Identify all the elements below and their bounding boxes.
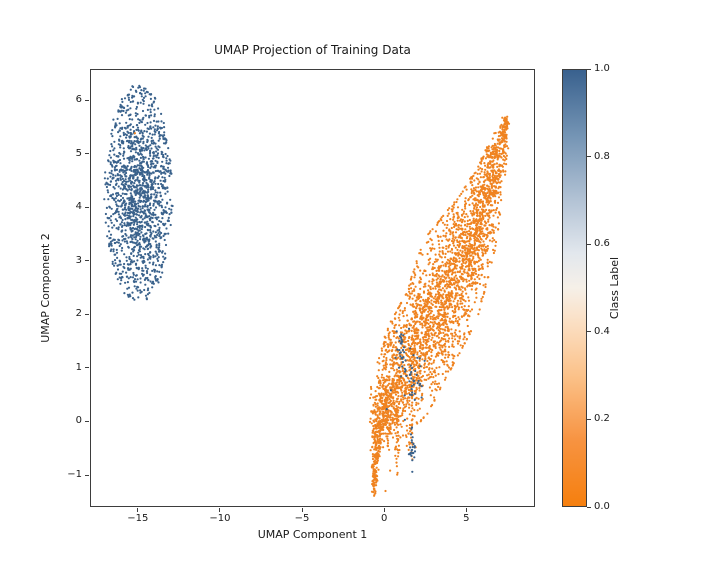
colorbar-tick-label: 0.2 bbox=[594, 413, 610, 425]
colorbar-tick-label: 0.4 bbox=[594, 325, 610, 337]
y-tick-label: 6 bbox=[75, 94, 82, 106]
y-axis-label: UMAP Component 2 bbox=[38, 233, 52, 343]
x-tick bbox=[219, 508, 221, 512]
x-tick-label: −5 bbox=[294, 513, 310, 524]
x-tick-label: 0 bbox=[380, 513, 388, 524]
x-tick-label: −15 bbox=[127, 513, 149, 524]
colorbar-tick bbox=[587, 68, 591, 70]
y-tick-label: −1 bbox=[67, 469, 82, 480]
y-tick bbox=[85, 260, 89, 262]
colorbar-label: Class Label bbox=[607, 256, 621, 320]
x-tick bbox=[383, 508, 385, 512]
y-tick bbox=[85, 367, 89, 369]
colorbar-tick-label: 0.6 bbox=[594, 238, 610, 250]
x-tick-label: −10 bbox=[209, 513, 231, 524]
colorbar bbox=[562, 69, 587, 507]
scatter-points bbox=[103, 84, 511, 497]
y-tick-label: 3 bbox=[75, 254, 82, 266]
y-tick-label: 1 bbox=[75, 361, 82, 373]
y-tick-label: 2 bbox=[75, 308, 82, 320]
colorbar-tick-label: 0.0 bbox=[594, 501, 610, 512]
colorbar-tick-label: 1.0 bbox=[594, 63, 610, 74]
x-tick bbox=[137, 508, 139, 512]
plot-title: UMAP Projection of Training Data bbox=[214, 43, 411, 57]
y-tick-label: 4 bbox=[75, 201, 82, 213]
colorbar-tick bbox=[587, 331, 591, 333]
x-axis-label: UMAP Component 1 bbox=[257, 528, 368, 541]
colorbar-tick bbox=[587, 156, 591, 158]
y-tick bbox=[85, 420, 89, 422]
colorbar-tick bbox=[587, 418, 591, 420]
x-tick bbox=[301, 508, 303, 512]
y-tick bbox=[85, 474, 89, 476]
y-tick bbox=[85, 206, 89, 208]
colorbar-tick bbox=[587, 506, 591, 508]
y-tick bbox=[85, 313, 89, 315]
y-tick bbox=[85, 153, 89, 155]
plot-area bbox=[90, 69, 535, 507]
colorbar-tick-label: 0.8 bbox=[594, 150, 610, 162]
y-tick-label: 0 bbox=[75, 415, 82, 427]
x-tick bbox=[465, 508, 467, 512]
y-tick-label: 5 bbox=[75, 147, 82, 159]
colorbar-tick bbox=[587, 243, 591, 245]
x-tick-label: 5 bbox=[463, 513, 470, 524]
y-tick bbox=[85, 99, 89, 101]
